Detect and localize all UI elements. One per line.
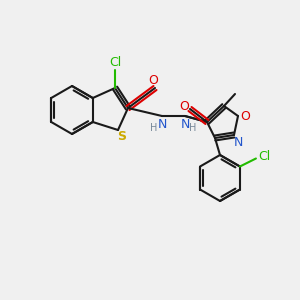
Text: H: H bbox=[150, 123, 158, 133]
Text: Cl: Cl bbox=[109, 56, 121, 70]
Text: O: O bbox=[148, 74, 158, 88]
Text: Cl: Cl bbox=[258, 150, 270, 163]
Text: H: H bbox=[189, 123, 197, 133]
Text: N: N bbox=[180, 118, 190, 130]
Text: O: O bbox=[179, 100, 189, 112]
Text: N: N bbox=[157, 118, 167, 130]
Text: O: O bbox=[240, 110, 250, 122]
Text: S: S bbox=[118, 130, 127, 143]
Text: N: N bbox=[233, 136, 243, 148]
